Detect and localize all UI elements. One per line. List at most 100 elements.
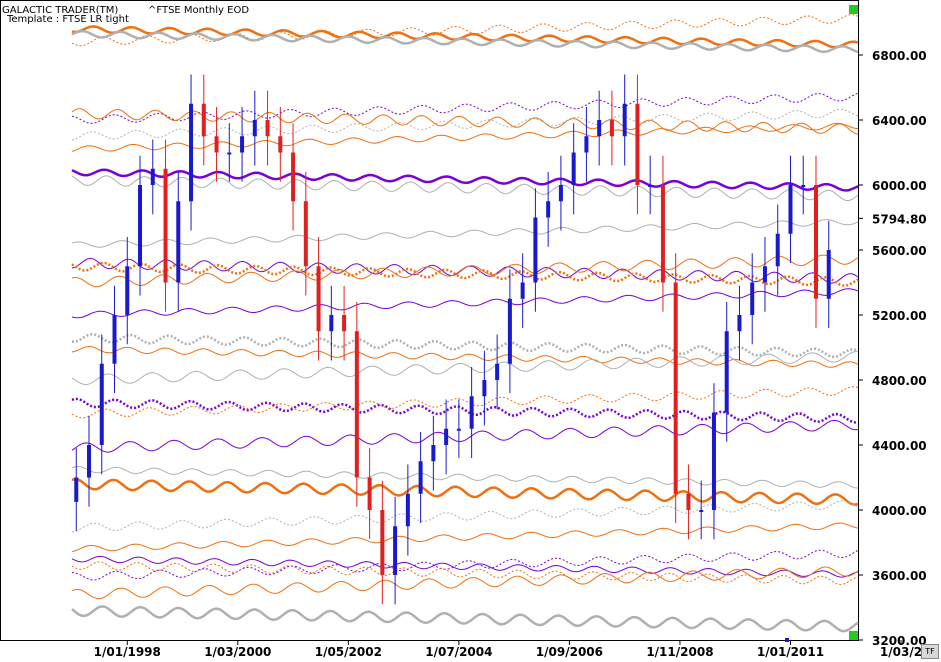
candle-body — [520, 282, 525, 299]
candle-body — [648, 185, 653, 187]
candle-body — [482, 380, 487, 397]
candle-body — [762, 266, 767, 283]
y-tick-label: 6000.00 — [872, 179, 927, 193]
orange-band-line — [71, 477, 859, 506]
candle-body — [418, 461, 423, 494]
y-tick-label: 6800.00 — [872, 49, 927, 63]
grey-band-line — [71, 605, 859, 633]
tf-button[interactable]: TF — [921, 644, 939, 659]
candle-body — [138, 185, 143, 267]
candle-body — [189, 103, 194, 202]
plot-border — [0, 0, 859, 641]
orange-band-line — [71, 14, 859, 47]
candle-body — [584, 136, 589, 153]
x-tick-label: 1/01/2011 — [757, 645, 824, 659]
candle-body — [558, 185, 563, 202]
candle-body — [609, 120, 614, 137]
x-tick-label: 1/03/2 — [880, 645, 922, 659]
candle-body — [150, 168, 155, 185]
candle-body — [826, 250, 831, 299]
x-tick-label: 1/07/2004 — [425, 645, 492, 659]
grey-band-line — [71, 175, 859, 201]
candle-body — [724, 331, 729, 413]
candle-body — [278, 136, 283, 153]
candle-body — [635, 103, 640, 185]
orange-band-line — [71, 122, 859, 152]
x-tick-label: 1/09/2006 — [536, 645, 603, 659]
purple-band-line — [71, 397, 859, 424]
candle-body — [660, 185, 665, 283]
y-tick-label: 5794.80 — [872, 212, 927, 226]
latest-bar-marker — [785, 638, 789, 642]
candle-body — [533, 217, 538, 283]
candle-body — [444, 428, 449, 445]
candle-body — [699, 510, 704, 512]
grey-band-line — [71, 351, 858, 386]
candle-body — [99, 363, 104, 445]
grey-band-line — [71, 500, 859, 533]
candle-body — [125, 266, 130, 315]
candle-body — [367, 477, 372, 510]
orange-band-line — [71, 254, 859, 288]
grey-band-line — [71, 465, 859, 489]
y-tick-label: 4400.00 — [872, 439, 927, 453]
candle-body — [87, 445, 92, 478]
candle-body — [405, 493, 410, 527]
candle-body — [74, 477, 79, 502]
candle-body — [788, 185, 793, 234]
purple-band-line — [71, 419, 859, 453]
candle-body — [342, 315, 347, 332]
candle-body — [431, 445, 436, 462]
purple-band-line — [71, 257, 859, 284]
candle-body — [303, 201, 308, 267]
candle-body — [316, 266, 321, 332]
candle-body — [291, 152, 296, 202]
candle-body — [737, 315, 742, 332]
candle-body — [227, 152, 232, 155]
candle-body — [214, 136, 219, 153]
y-tick-label: 3600.00 — [872, 569, 927, 583]
candle-body — [393, 526, 398, 575]
x-tick-label: 1/03/2000 — [204, 645, 271, 659]
candle-body — [622, 103, 627, 137]
purple-band-line — [71, 549, 859, 581]
candle-body — [252, 120, 257, 137]
candle-body — [750, 282, 755, 315]
y-tick-label: 6400.00 — [872, 114, 927, 128]
candle-body — [571, 152, 576, 185]
candle-body — [265, 120, 270, 137]
template-name: Template : FTSE LR tight — [7, 14, 129, 25]
x-tick-label: 1/11/2008 — [646, 645, 713, 659]
orange-band-line — [71, 561, 859, 586]
top-right-marker — [849, 5, 858, 14]
y-tick-label: 5600.00 — [872, 244, 927, 258]
orange-band-line — [71, 261, 859, 287]
y-tick-label: 4000.00 — [872, 504, 927, 518]
candle-body — [801, 185, 806, 187]
purple-band-line — [71, 555, 859, 578]
app-title: GALACTIC TRADER(TM) — [2, 5, 119, 16]
symbol-title: ^FTSE Monthly EOD — [148, 5, 250, 16]
candle-body — [686, 493, 691, 510]
candle-body — [380, 510, 385, 575]
x-tick-label: 1/01/1998 — [94, 645, 161, 659]
candle-body — [546, 201, 551, 218]
candle-body — [495, 363, 500, 380]
candle-body — [673, 282, 678, 494]
candle-body — [597, 120, 602, 137]
orange-band-line — [71, 566, 859, 600]
candle-body — [354, 331, 359, 478]
candle-body — [469, 396, 474, 429]
candle-body — [813, 185, 818, 299]
candle-body — [176, 201, 181, 283]
candle-body — [775, 233, 780, 267]
candle-body — [507, 298, 512, 364]
candle-body — [112, 315, 117, 364]
candle-body — [201, 103, 206, 137]
orange-band-line — [71, 25, 859, 49]
y-tick-label: 5200.00 — [872, 309, 927, 323]
grey-band-line — [71, 29, 859, 54]
grey-band-line — [71, 219, 859, 248]
